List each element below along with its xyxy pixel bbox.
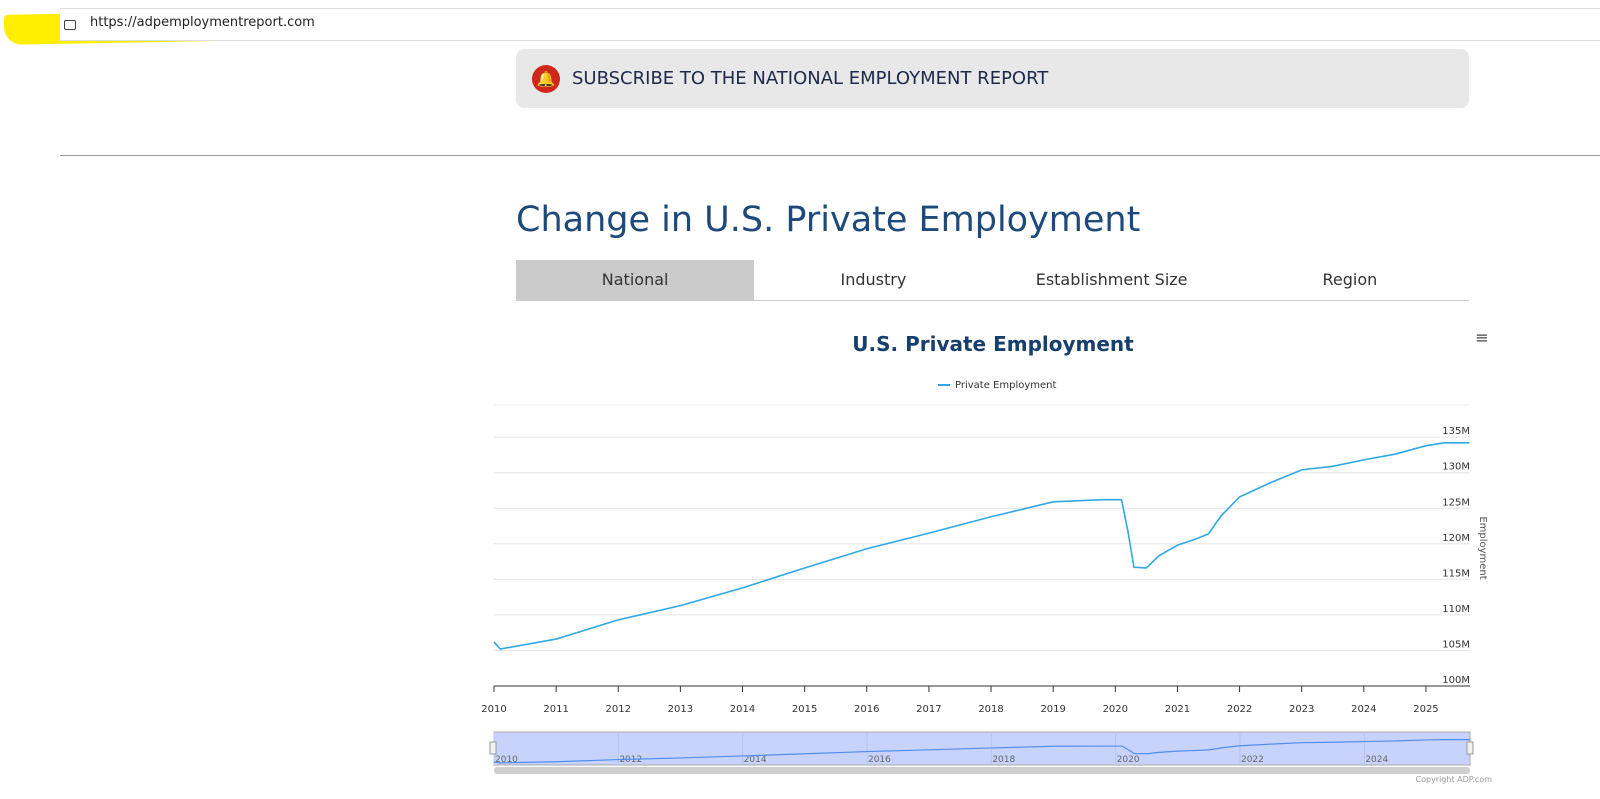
tab-region[interactable]: Region — [1322, 270, 1378, 289]
lock-icon — [64, 20, 76, 30]
x-tick-label: 2014 — [730, 704, 755, 715]
navigator-handle-left[interactable] — [489, 741, 497, 755]
x-tick-label: 2015 — [792, 704, 817, 715]
x-tick-label: 2013 — [668, 704, 693, 715]
y-tick-label: 105M — [1442, 639, 1470, 650]
navigator-tick-label: 2018 — [992, 755, 1015, 765]
x-tick-label: 2021 — [1165, 704, 1190, 715]
x-tick-label: 2024 — [1351, 704, 1376, 715]
y-tick-label: 100M — [1442, 675, 1470, 686]
tabs: National Industry Establishment Size Reg… — [516, 260, 1469, 301]
menu-icon[interactable]: ≡ — [1475, 328, 1488, 347]
navigator-tick-label: 2012 — [619, 755, 642, 765]
navigator-handle-right[interactable] — [1466, 741, 1474, 755]
tab-establishment-size[interactable]: Establishment Size — [1035, 270, 1188, 289]
legend-entry[interactable]: Private Employment — [955, 380, 1056, 391]
x-tick-label: 2025 — [1413, 704, 1438, 715]
y-tick-label: 135M — [1442, 426, 1470, 437]
x-tick-label: 2019 — [1040, 704, 1065, 715]
chart-title: U.S. Private Employment — [852, 332, 1134, 356]
navigator-tick-label: 2010 — [495, 755, 518, 765]
x-tick-label: 2022 — [1227, 704, 1252, 715]
navigator-tick-label: 2014 — [744, 755, 767, 765]
x-tick-label: 2011 — [543, 704, 568, 715]
subscribe-banner[interactable]: 🔔 SUBSCRIBE TO THE NATIONAL EMPLOYMENT R… — [516, 49, 1469, 108]
page-title: Change in U.S. Private Employment — [516, 200, 1141, 240]
y-tick-label: 125M — [1442, 497, 1470, 508]
y-tick-label: 130M — [1442, 462, 1470, 473]
subscribe-label: SUBSCRIBE TO THE NATIONAL EMPLOYMENT REP… — [572, 68, 1049, 89]
tab-national[interactable]: National — [516, 260, 755, 300]
y-tick-label: 115M — [1442, 568, 1470, 579]
x-tick-label: 2010 — [481, 704, 506, 715]
navigator-scrollbar[interactable] — [494, 767, 1470, 774]
divider — [60, 155, 1600, 156]
x-tick-label: 2020 — [1103, 704, 1128, 715]
x-tick-label: 2017 — [916, 704, 941, 715]
tab-industry[interactable]: Industry — [840, 270, 907, 289]
navigator-tick-label: 2024 — [1365, 755, 1388, 765]
x-tick-label: 2016 — [854, 704, 879, 715]
x-tick-label: 2018 — [978, 704, 1003, 715]
x-tick-label: 2023 — [1289, 704, 1314, 715]
navigator-series — [493, 739, 1470, 764]
series-line-private-employment — [493, 442, 1470, 650]
address-bar[interactable] — [60, 8, 1600, 41]
y-tick-label: 110M — [1442, 604, 1470, 615]
y-tick-label: 120M — [1442, 533, 1470, 544]
navigator-tick-label: 2020 — [1117, 755, 1140, 765]
navigator-tick-label: 2016 — [868, 755, 891, 765]
chart-credits[interactable]: Copyright ADP.com — [1416, 775, 1493, 784]
navigator-tick-label: 2022 — [1241, 755, 1264, 765]
url-text[interactable]: https://adpemploymentreport.com — [90, 15, 315, 30]
x-tick-label: 2012 — [606, 704, 631, 715]
y-axis-label: Employment — [1477, 516, 1488, 579]
bell-icon: 🔔 — [532, 65, 560, 93]
